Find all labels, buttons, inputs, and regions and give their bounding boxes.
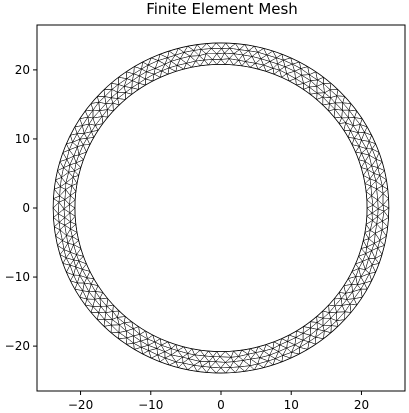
y-tick-label: −20 xyxy=(5,339,30,353)
x-tick-label: 20 xyxy=(354,398,369,412)
x-tick-label: 10 xyxy=(284,398,299,412)
inner-boundary xyxy=(74,63,368,353)
x-tick-label: 0 xyxy=(217,398,225,412)
outer-boundary xyxy=(52,42,390,374)
chart-title: Finite Element Mesh xyxy=(146,0,298,18)
y-axis: 20 10 0 −10 −20 xyxy=(5,63,37,353)
mesh-elements xyxy=(52,42,390,374)
y-tick-label: 10 xyxy=(15,132,30,146)
x-tick-label: −10 xyxy=(138,398,163,412)
y-tick-label: 20 xyxy=(15,63,30,77)
x-tick-label: −20 xyxy=(68,398,93,412)
x-axis: −20 −10 0 10 20 xyxy=(68,391,369,412)
plot-area xyxy=(37,25,405,391)
y-tick-label: 0 xyxy=(22,201,30,215)
y-tick-label: −10 xyxy=(5,270,30,284)
